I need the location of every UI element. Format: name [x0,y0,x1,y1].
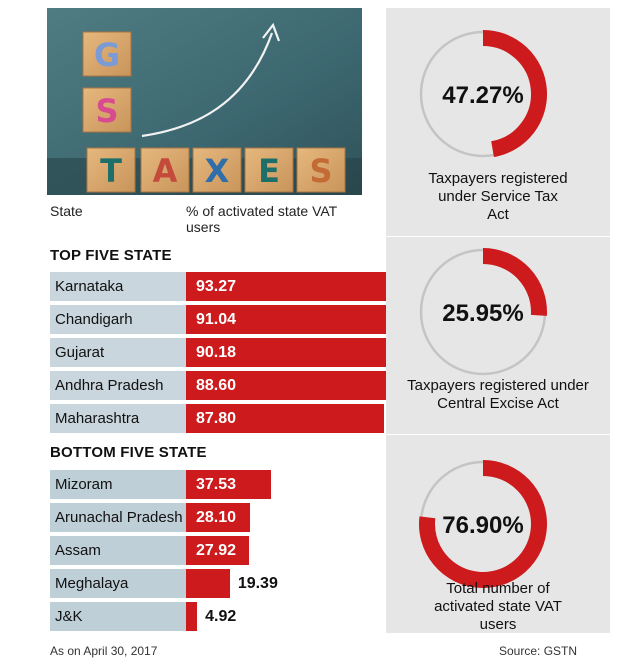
bar-value-label: 90.18 [196,344,237,361]
donut-chart: 47.27% [419,30,547,158]
bar-row: Meghalaya 19.39 [50,569,370,598]
letter-block [82,87,132,133]
letter-block [82,31,132,77]
donut-slice [482,30,547,158]
donut-caption: Total number of activated state VAT user… [434,580,562,633]
panel-divider [386,434,610,435]
bar [186,569,230,598]
letter-block-letter: A [153,152,178,190]
bar-value-label: 91.04 [196,311,237,328]
donut-slice [419,460,547,588]
bar-value-label: 88.60 [196,377,237,394]
donut-value-label: 76.90% [442,512,523,539]
letter-block-letter: G [94,36,120,74]
donut-chart: 25.95% [419,248,547,376]
bar-row: Arunachal Pradesh 28.10 [50,503,370,532]
donut-caption: Taxpayers registered under Service Tax A… [428,170,568,223]
bar [186,305,392,334]
bar-row: Gujarat 90.18 [50,338,390,367]
bar [186,371,387,400]
letter-block [296,147,346,193]
letter-block-letter: S [95,92,118,130]
bar-row: Mizoram 37.53 [50,470,370,499]
bar-category-label: Arunachal Pradesh [50,503,186,532]
bar-value-label: 87.80 [196,410,237,427]
letter-block [86,147,136,193]
gst-taxes-photo: GST A X E S [47,8,362,195]
bar-value-label: 93.27 [196,278,237,295]
column-header-state: State [50,203,83,219]
bar [186,503,250,532]
bar-category-label: Mizoram [50,470,186,499]
donut-caption: Taxpayers registered under Central Excis… [407,377,589,412]
donut-chart: 76.90% [419,460,547,588]
donut-value-label: 47.27% [442,82,523,109]
letter-block [140,147,190,193]
letter-block [244,147,294,193]
bar-category-label: Meghalaya [50,569,186,598]
bar-value-label: 4.92 [205,608,237,625]
panel-divider [386,236,610,237]
bottom-five-title: BOTTOM FIVE STATE [50,444,207,461]
bar [186,338,390,367]
bar-row: Chandigarh 91.04 [50,305,392,334]
bar [186,536,250,565]
letter-block [192,147,242,193]
letter-block-letter: S [309,152,332,190]
letter-block-letter: E [258,152,280,190]
bar [186,470,271,499]
bar-row: Assam 27.92 [50,536,370,565]
bar-row: Andhra Pradesh 88.60 [50,371,387,400]
footer-date: As on April 30, 2017 [50,644,158,658]
top-five-title: TOP FIVE STATE [50,247,172,264]
letter-block-letter: T [100,152,122,190]
column-header-percent: % of activated state VAT users [186,203,337,235]
bar [186,272,397,301]
bar-row: Maharashtra 87.80 [50,404,385,433]
letter-block-letter: X [205,152,230,190]
bar-row: Karnataka 93.27 [50,272,397,301]
bar-category-label: Assam [50,536,186,565]
bar [186,602,198,631]
bar-value-label: 19.39 [237,575,278,592]
bar [186,404,385,433]
bar-value-label: 27.92 [196,542,237,559]
donut-slice [482,248,547,316]
bar-value-label: 28.10 [196,509,237,526]
footer-source: Source: GSTN [499,644,578,658]
bar-value-label: 37.53 [196,476,237,493]
bar-row: J&K 4.92 [50,602,370,631]
bar-category-label: J&K [50,602,186,631]
letter-blocks: GST A X E S [82,31,346,193]
donut-value-label: 25.95% [442,300,523,327]
